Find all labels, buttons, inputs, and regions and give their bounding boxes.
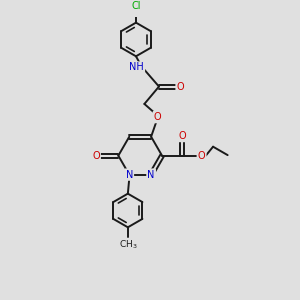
Text: O: O bbox=[177, 82, 184, 92]
Text: N: N bbox=[147, 169, 155, 180]
Text: CH$_3$: CH$_3$ bbox=[118, 238, 137, 251]
Text: O: O bbox=[178, 131, 186, 141]
Text: Cl: Cl bbox=[131, 1, 141, 11]
Text: N: N bbox=[126, 169, 133, 180]
Text: O: O bbox=[92, 151, 100, 161]
Text: O: O bbox=[198, 151, 206, 161]
Text: NH: NH bbox=[129, 62, 144, 73]
Text: O: O bbox=[154, 112, 161, 122]
